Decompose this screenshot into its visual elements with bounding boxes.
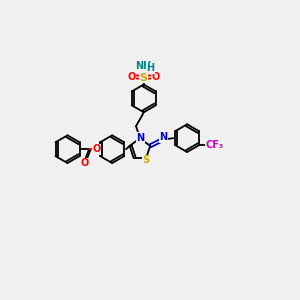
Text: NH: NH — [136, 61, 152, 71]
Text: CF₃: CF₃ — [206, 140, 224, 150]
Text: N: N — [159, 132, 167, 142]
Text: N: N — [136, 133, 145, 142]
Text: H: H — [147, 63, 155, 73]
Text: O: O — [80, 158, 88, 168]
Text: S: S — [143, 155, 150, 165]
Text: S: S — [140, 73, 148, 82]
Text: O: O — [152, 72, 160, 82]
Text: O: O — [127, 72, 136, 82]
Text: O: O — [93, 144, 101, 154]
